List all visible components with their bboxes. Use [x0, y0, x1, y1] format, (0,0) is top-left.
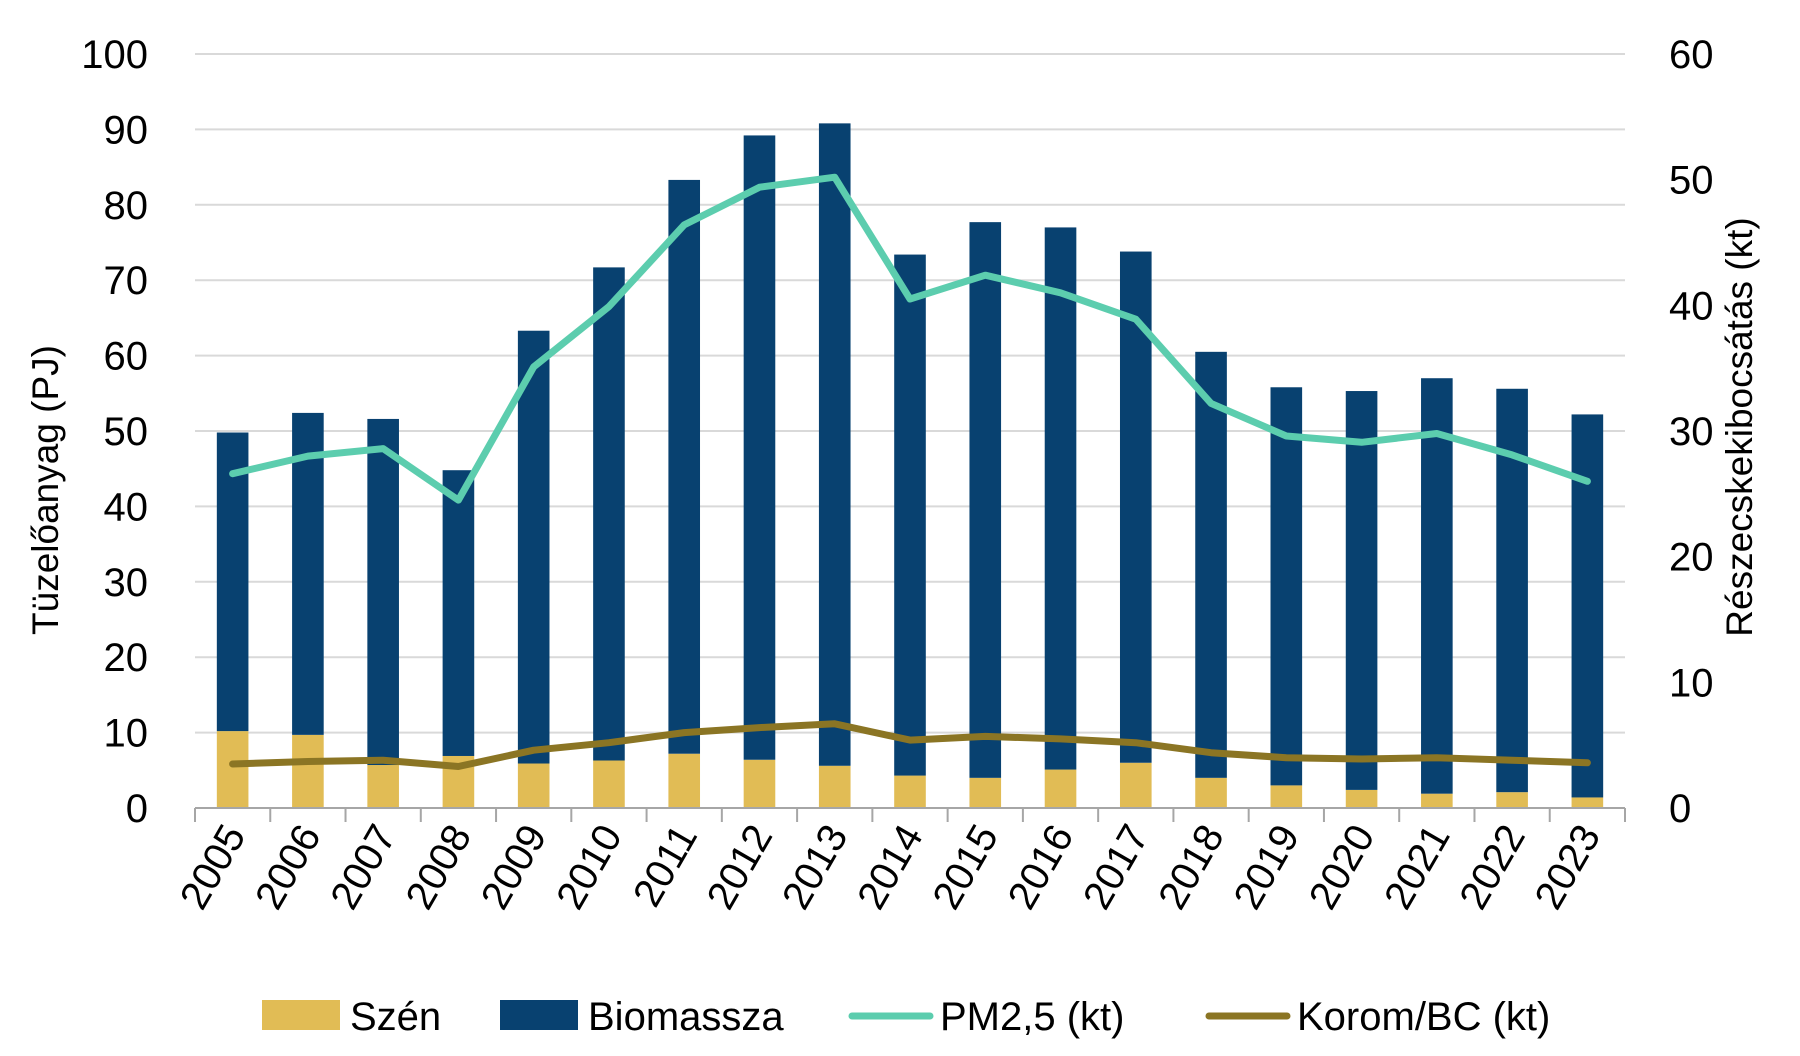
y-tick-label: 30 [104, 561, 149, 605]
x-tick-label: 2005 [172, 818, 255, 917]
x-tick-label: 2010 [548, 818, 631, 917]
legend-korom-bc: Korom/BC (kt) [1205, 995, 1550, 1039]
x-tick-label: 2008 [398, 818, 481, 917]
y-tick-label: 40 [104, 485, 149, 529]
bar-szen [743, 759, 776, 808]
bar-szen [1044, 769, 1077, 808]
bar-szen [593, 760, 625, 808]
x-tick-label: 2007 [322, 818, 405, 917]
bar-biomassza [292, 412, 324, 735]
bar-biomassza [1571, 414, 1604, 798]
bar-biomassza [969, 222, 1002, 778]
y2-tick-label: 10 [1669, 661, 1714, 705]
y-tick-label: 0 [126, 787, 148, 831]
legend-biomassza: Biomassza [500, 995, 784, 1039]
legend-pm25-label: PM2,5 (kt) [940, 995, 1124, 1039]
bar-biomassza [1421, 378, 1453, 794]
y-tick-label: 70 [104, 259, 149, 303]
y-tick-label: 90 [104, 108, 149, 152]
y2-tick-label: 60 [1669, 33, 1714, 77]
legend: Szén Biomassza PM2,5 (kt) Korom/BC (kt) [262, 995, 1550, 1039]
legend-korom-bc-label: Korom/BC (kt) [1297, 995, 1550, 1039]
x-tick-label: 2022 [1451, 818, 1534, 917]
bar-szen [292, 734, 324, 808]
bar-biomassza [743, 135, 776, 760]
bar-szen [1496, 792, 1528, 808]
bar-biomassza [1119, 251, 1152, 763]
bar-szen [1119, 762, 1152, 808]
x-tick-label: 2012 [699, 818, 782, 917]
bar-szen [517, 763, 550, 808]
bar-biomassza [216, 432, 249, 732]
y-tick-label: 80 [104, 184, 149, 228]
x-tick-label: 2017 [1075, 818, 1158, 917]
bar-szen [1195, 777, 1227, 808]
bar-biomassza [668, 179, 701, 754]
bar-biomassza [1044, 227, 1077, 770]
bar-biomassza [593, 267, 625, 761]
bar-biomassza [367, 418, 399, 766]
legend-szen-swatch [262, 1000, 340, 1030]
x-tick-label: 2018 [1150, 818, 1233, 917]
y-tick-label: 100 [81, 33, 148, 77]
legend-szen: Szén [262, 995, 441, 1039]
bar-szen [1345, 789, 1378, 808]
bar-szen [894, 775, 926, 808]
bar-biomassza [818, 123, 851, 766]
legend-biomassza-swatch [500, 1000, 578, 1030]
y-tick-label: 60 [104, 335, 149, 379]
bar-szen [668, 753, 701, 808]
y2-tick-label: 20 [1669, 536, 1714, 580]
bar-szen [818, 765, 851, 808]
x-tick-label: 2014 [849, 818, 932, 917]
bar-szen [969, 777, 1002, 808]
y-tick-label: 10 [104, 712, 149, 756]
y-tick-label: 20 [104, 636, 149, 680]
x-tick-label: 2023 [1527, 818, 1610, 917]
x-tick-label: 2006 [247, 818, 330, 917]
x-tick-label: 2021 [1376, 818, 1459, 917]
bar-biomassza [442, 470, 475, 756]
bar-szen [216, 731, 249, 808]
bar-szen [1421, 793, 1453, 808]
bar-szen [367, 765, 399, 808]
bar-biomassza [1195, 351, 1227, 778]
legend-szen-label: Szén [350, 995, 441, 1039]
y2-tick-label: 30 [1669, 410, 1714, 454]
bar-biomassza [894, 254, 926, 776]
x-tick-label: 2019 [1226, 818, 1309, 917]
bar-biomassza [1270, 387, 1303, 786]
x-tick-label: 2013 [774, 818, 857, 917]
y2-tick-label: 40 [1669, 284, 1714, 328]
y-tick-label: 50 [104, 410, 149, 454]
bar-szen [1571, 797, 1604, 808]
y2-tick-label: 50 [1669, 159, 1714, 203]
x-tick-label: 2020 [1301, 818, 1384, 917]
x-tick-label: 2015 [924, 818, 1007, 917]
x-tick-label: 2016 [1000, 818, 1083, 917]
series-lines [229, 173, 1591, 770]
bar-biomassza [1345, 391, 1378, 790]
axes [194, 807, 1626, 822]
x-tick-label: 2009 [473, 818, 556, 917]
bar-szen [1270, 785, 1303, 808]
legend-biomassza-label: Biomassza [588, 995, 784, 1039]
y2-axis-title: Részecskekibocsátás (kt) [1719, 217, 1760, 636]
bar-biomassza [517, 330, 550, 764]
legend-pm25: PM2,5 (kt) [848, 995, 1124, 1039]
x-tick-label: 2011 [625, 818, 706, 914]
y2-tick-label: 0 [1669, 787, 1691, 831]
y-axis-title: Tüzelőanyag (PJ) [25, 345, 66, 635]
bars [216, 123, 1604, 808]
